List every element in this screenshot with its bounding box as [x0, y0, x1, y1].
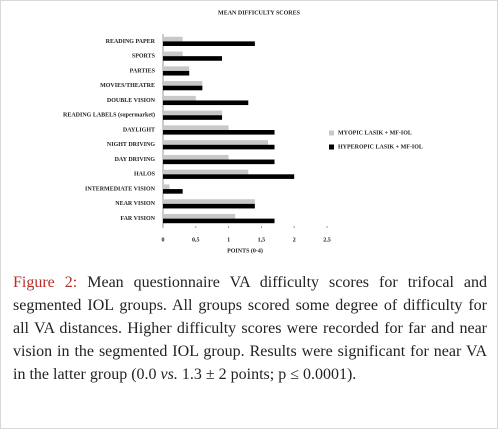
chart-title: MEAN DIFFICULTY SCORES: [218, 10, 301, 16]
y-tick-label: HALOS: [134, 172, 156, 178]
bar: [163, 214, 236, 219]
caption-label: Figure 2:: [13, 274, 78, 291]
bar: [163, 66, 190, 71]
caption-text: 1.3 ± 2 points; p ≤ 0.0001).: [177, 366, 357, 383]
legend-swatch: [329, 130, 334, 136]
bar: [163, 199, 255, 204]
caption: Figure 2: Mean questionnaire VA difficul…: [13, 271, 487, 386]
bar: [163, 95, 196, 101]
bar: [163, 184, 170, 190]
y-tick-label: MOVIES/THEATRE: [100, 83, 155, 89]
x-tick-label: 1: [227, 237, 230, 243]
x-tick-label: 2,5: [323, 237, 331, 243]
x-tick-label: 0,5: [192, 237, 200, 243]
y-tick-label: INTERMEDIATE VISION: [85, 186, 156, 192]
y-tick-label: READING LABELS (supermarket): [63, 112, 155, 119]
bar: [163, 130, 275, 135]
y-tick-label: NEAR VISION: [115, 201, 155, 207]
y-tick-label: DAYLIGHT: [123, 127, 155, 133]
x-tick-label: 0: [162, 237, 165, 243]
bar: [163, 159, 275, 165]
y-tick-label: READING PAPER: [106, 39, 156, 45]
bar: [163, 154, 229, 160]
y-tick-label: NIGHT DRIVING: [107, 142, 155, 148]
y-tick-label: DAY DRIVING: [115, 157, 156, 163]
y-tick-label: PARTIES: [130, 68, 156, 74]
bar: [163, 56, 223, 61]
bar: [163, 36, 183, 42]
bar: [163, 189, 183, 194]
y-tick-label: FAR VISION: [120, 216, 155, 222]
y-tick-label: DOUBLE VISION: [107, 98, 156, 104]
legend-swatch: [329, 144, 334, 150]
caption-italic: vs.: [160, 366, 178, 383]
bar: [163, 41, 255, 46]
bar: [163, 115, 223, 120]
bar: [163, 174, 295, 179]
bar: [163, 100, 249, 106]
chart: MEAN DIFFICULTY SCORES POINTS (0-4) 0 0,5…: [63, 10, 423, 254]
bar: [163, 203, 255, 209]
legend-label: MYOPIC LASIK + MF-IOL: [338, 130, 412, 136]
bar: [163, 110, 223, 116]
bar: [163, 125, 229, 130]
y-tick-label: SPORTS: [132, 54, 156, 60]
bar: [163, 218, 275, 224]
x-tick-label: 1,5: [258, 237, 266, 243]
bar: [163, 81, 203, 86]
x-tick-label: 2: [293, 237, 296, 243]
bar: [163, 51, 183, 57]
x-axis-label: POINTS (0-4): [227, 247, 263, 254]
bar: [163, 169, 249, 175]
bar: [163, 140, 268, 145]
bar: [163, 85, 203, 91]
legend-label: HYPEROPIC LASIK + MF-IOL: [338, 144, 423, 150]
bar: [163, 70, 190, 76]
bar: [163, 144, 275, 150]
caption-text: Mean questionnaire VA difficulty scores …: [13, 274, 488, 383]
